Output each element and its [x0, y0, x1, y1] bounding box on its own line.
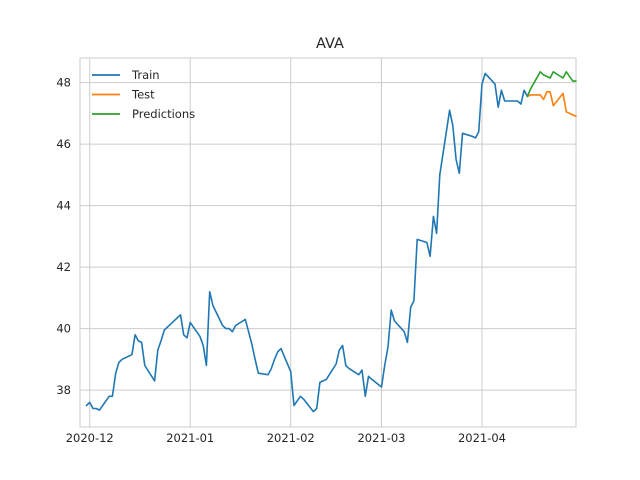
- x-tick-label: 2020-12: [66, 431, 114, 445]
- legend-label-predictions: Predictions: [132, 107, 195, 121]
- series-line-test: [526, 91, 577, 118]
- plot-frame: [79, 57, 577, 428]
- grid-layer: [80, 58, 576, 427]
- y-tick-label: 46: [56, 137, 71, 151]
- series-line-predictions: [526, 71, 577, 98]
- x-tick-label: 2021-03: [357, 431, 405, 445]
- y-tick-label: 42: [56, 260, 71, 274]
- x-tick-label: 2021-04: [458, 431, 506, 445]
- y-tick-label: 44: [56, 199, 71, 213]
- chart-title: AVA: [316, 36, 344, 52]
- legend-label-train: Train: [131, 68, 160, 82]
- series-line-train: [85, 72, 529, 413]
- y-tick-label: 38: [56, 383, 71, 397]
- x-tick-label: 2021-01: [166, 431, 214, 445]
- legend-label-test: Test: [131, 88, 155, 102]
- y-tick-label: 40: [56, 322, 71, 336]
- series-layer: [85, 71, 577, 413]
- y-tick-label: 48: [56, 76, 71, 90]
- tick-layer: 2020-12 2021-01 2021-02 2021-03 2021-04 38 40 4…: [56, 76, 506, 445]
- x-tick-label: 2021-02: [267, 431, 315, 445]
- legend: Train Test Predictions: [92, 68, 195, 121]
